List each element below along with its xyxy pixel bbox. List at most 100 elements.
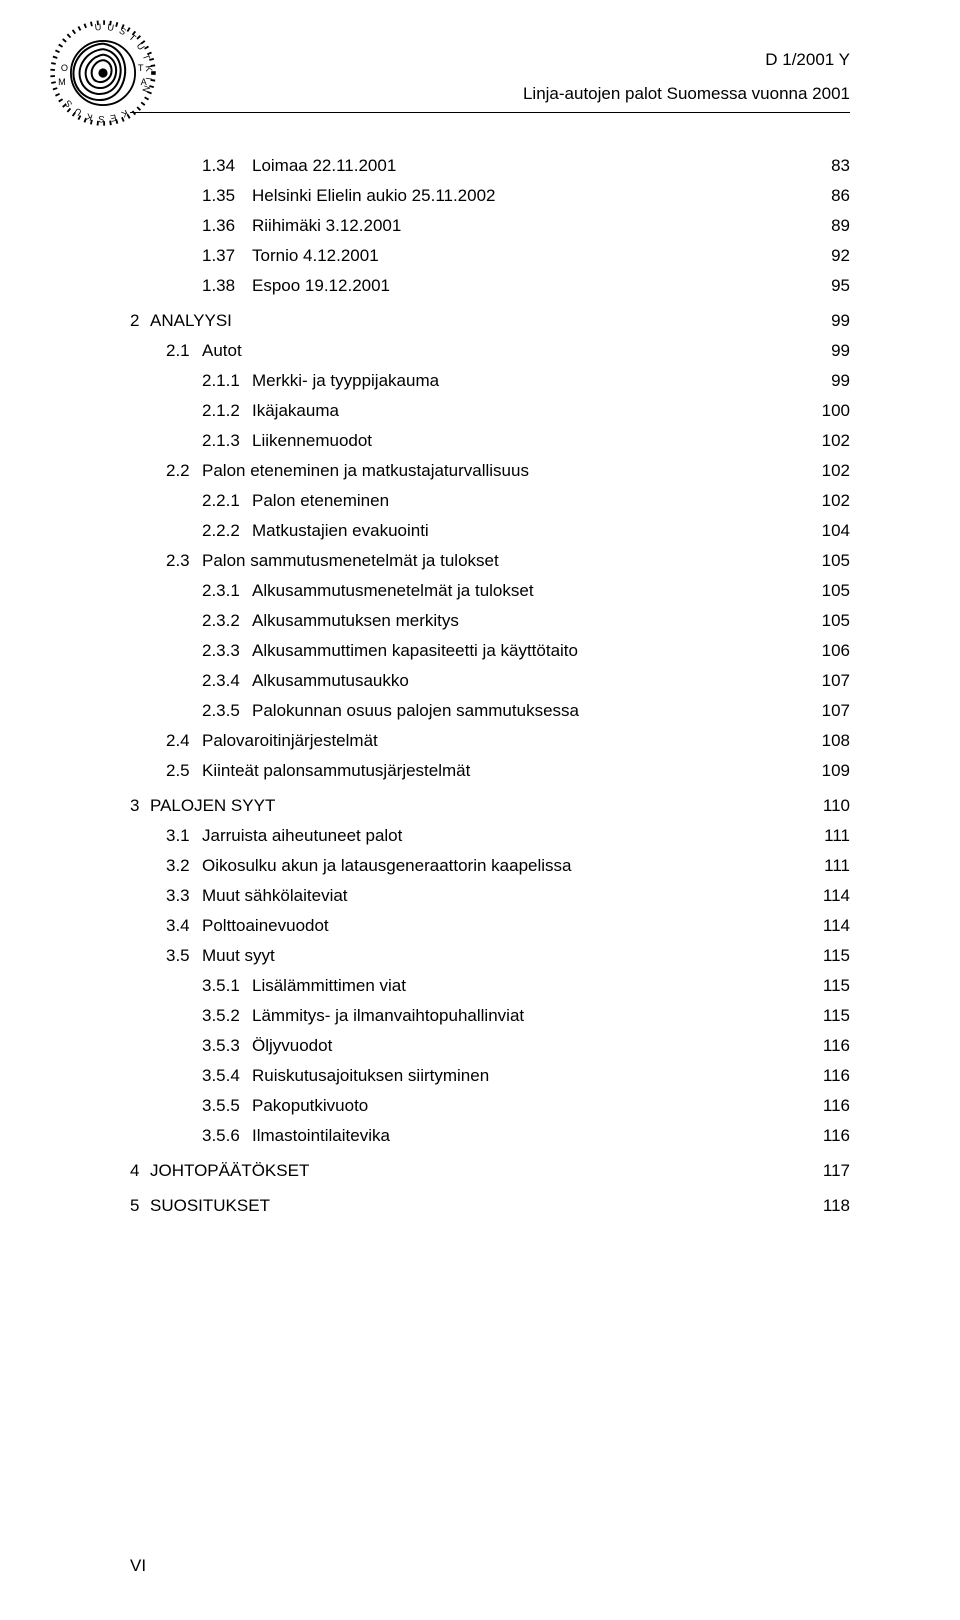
toc-entry: 2.2.2Matkustajien evakuointi104 xyxy=(130,522,850,539)
toc-number: 1.36 xyxy=(202,217,252,234)
toc-page: 114 xyxy=(816,917,850,934)
toc-entry: 3PALOJEN SYYT 110 xyxy=(130,797,850,814)
toc-entry: 3.5.6Ilmastointilaitevika116 xyxy=(130,1127,850,1144)
toc-label: Riihimäki 3.12.2001 xyxy=(252,217,401,234)
toc-entry: 2.3.1Alkusammutusmenetelmät ja tulokset1… xyxy=(130,582,850,599)
toc-number: 3.5.6 xyxy=(202,1127,252,1144)
toc-label: Palovaroitinjärjestelmät xyxy=(202,732,378,749)
toc-entry: 1.37Tornio 4.12.2001 92 xyxy=(130,247,850,264)
toc-label: Palon eteneminen xyxy=(252,492,389,509)
toc-label: Alkusammutusaukko xyxy=(252,672,409,689)
toc-label: Loimaa 22.11.2001 xyxy=(252,157,396,174)
toc-entry: 3.3Muut sähkölaiteviat114 xyxy=(130,887,850,904)
toc-page: 116 xyxy=(816,1067,850,1084)
toc-number: 2.3.4 xyxy=(202,672,252,689)
toc-entry: 2.3.3Alkusammuttimen kapasiteetti ja käy… xyxy=(130,642,850,659)
toc-number: 2.1.1 xyxy=(202,372,252,389)
toc-entry: 3.5.2Lämmitys- ja ilmanvaihtopuhallinvia… xyxy=(130,1007,850,1024)
toc-label: PALOJEN SYYT xyxy=(150,797,275,814)
toc-number: 2.1 xyxy=(166,342,202,359)
toc-entry: 3.5.5Pakoputkivuoto 116 xyxy=(130,1097,850,1114)
toc-number: 2.1.2 xyxy=(202,402,252,419)
toc-page: 108 xyxy=(816,732,850,749)
toc-label: SUOSITUKSET xyxy=(150,1197,270,1214)
toc-page: 92 xyxy=(816,247,850,264)
toc-label: Espoo 19.12.2001 xyxy=(252,277,390,294)
toc-entry: 2.3.2Alkusammutuksen merkitys105 xyxy=(130,612,850,629)
toc-page: 89 xyxy=(816,217,850,234)
toc-entry: 2.1.3Liikennemuodot 102 xyxy=(130,432,850,449)
toc-entry: 1.38Espoo 19.12.200195 xyxy=(130,277,850,294)
toc-label: Öljyvuodot xyxy=(252,1037,332,1054)
toc-page: 86 xyxy=(816,187,850,204)
toc-entry: 3.1Jarruista aiheutuneet palot111 xyxy=(130,827,850,844)
toc-number: 3.3 xyxy=(166,887,202,904)
toc-entry: 2.3Palon sammutusmenetelmät ja tulokset1… xyxy=(130,552,850,569)
toc-number: 2.2.1 xyxy=(202,492,252,509)
toc-number: 3.5.5 xyxy=(202,1097,252,1114)
toc-entry: 1.35Helsinki Elielin aukio 25.11.200286 xyxy=(130,187,850,204)
toc-number: 3.5.2 xyxy=(202,1007,252,1024)
toc-number: 2.3.3 xyxy=(202,642,252,659)
toc-page: 110 xyxy=(816,797,850,814)
toc-entry: 1.34Loimaa 22.11.2001 83 xyxy=(130,157,850,174)
toc-number: 3.5.1 xyxy=(202,977,252,994)
toc-label: Alkusammutuksen merkitys xyxy=(252,612,459,629)
toc-label: Ikäjakauma xyxy=(252,402,339,419)
toc-number: 3.5.3 xyxy=(202,1037,252,1054)
toc-entry: 3.5.4Ruiskutusajoituksen siirtyminen116 xyxy=(130,1067,850,1084)
toc-entry: 2.1.1Merkki- ja tyyppijakauma99 xyxy=(130,372,850,389)
toc-page: 99 xyxy=(816,312,850,329)
toc-label: Palokunnan osuus palojen sammutuksessa xyxy=(252,702,579,719)
toc-label: Pakoputkivuoto xyxy=(252,1097,368,1114)
toc-label: Matkustajien evakuointi xyxy=(252,522,429,539)
toc-label: Autot xyxy=(202,342,242,359)
toc-page: 109 xyxy=(816,762,850,779)
toc-label: Tornio 4.12.2001 xyxy=(252,247,379,264)
toc-number: 5 xyxy=(130,1197,150,1214)
toc-page: 111 xyxy=(816,827,850,844)
toc-page: 115 xyxy=(816,1007,850,1024)
toc-number: 1.35 xyxy=(202,187,252,204)
toc-label: Liikennemuodot xyxy=(252,432,372,449)
toc-entry: 2.4Palovaroitinjärjestelmät108 xyxy=(130,732,850,749)
toc-page: 118 xyxy=(816,1197,850,1214)
toc-label: Alkusammutusmenetelmät ja tulokset xyxy=(252,582,534,599)
toc-page: 116 xyxy=(816,1127,850,1144)
toc-number: 2.2 xyxy=(166,462,202,479)
toc-number: 1.34 xyxy=(202,157,252,174)
toc-number: 3 xyxy=(130,797,150,814)
toc-number: 3.5.4 xyxy=(202,1067,252,1084)
page-header: D 1/2001 Y Linja-autojen palot Suomessa … xyxy=(130,50,850,104)
toc-page: 83 xyxy=(816,157,850,174)
toc-page: 104 xyxy=(816,522,850,539)
toc-number: 2.1.3 xyxy=(202,432,252,449)
toc-label: Merkki- ja tyyppijakauma xyxy=(252,372,439,389)
toc-label: Oikosulku akun ja latausgeneraattorin ka… xyxy=(202,857,572,874)
toc-label: Lämmitys- ja ilmanvaihtopuhallinviat xyxy=(252,1007,524,1024)
toc-number: 2.3.2 xyxy=(202,612,252,629)
toc-entry: 2.1Autot99 xyxy=(130,342,850,359)
toc-number: 2.3 xyxy=(166,552,202,569)
toc-entry: 1.36Riihimäki 3.12.2001 89 xyxy=(130,217,850,234)
toc-label: Polttoainevuodot xyxy=(202,917,329,934)
toc-page: 95 xyxy=(816,277,850,294)
toc-entry: 3.5.3Öljyvuodot 116 xyxy=(130,1037,850,1054)
toc-entry: 2.3.5Palokunnan osuus palojen sammutukse… xyxy=(130,702,850,719)
toc-number: 2.3.5 xyxy=(202,702,252,719)
toc-entry: 2.2.1Palon eteneminen 102 xyxy=(130,492,850,509)
toc-number: 4 xyxy=(130,1162,150,1179)
toc-page: 116 xyxy=(816,1037,850,1054)
toc-number: 3.1 xyxy=(166,827,202,844)
header-divider xyxy=(130,112,850,113)
toc-entry: 3.5.1Lisälämmittimen viat115 xyxy=(130,977,850,994)
toc-page: 106 xyxy=(816,642,850,659)
toc-entry: 2.2Palon eteneminen ja matkustajaturvall… xyxy=(130,462,850,479)
toc-entry: 3.5Muut syyt115 xyxy=(130,947,850,964)
toc-number: 1.37 xyxy=(202,247,252,264)
toc-number: 2.3.1 xyxy=(202,582,252,599)
toc-page: 116 xyxy=(816,1097,850,1114)
toc-page: 102 xyxy=(816,492,850,509)
toc-page: 102 xyxy=(816,432,850,449)
toc-label: Alkusammuttimen kapasiteetti ja käyttöta… xyxy=(252,642,578,659)
